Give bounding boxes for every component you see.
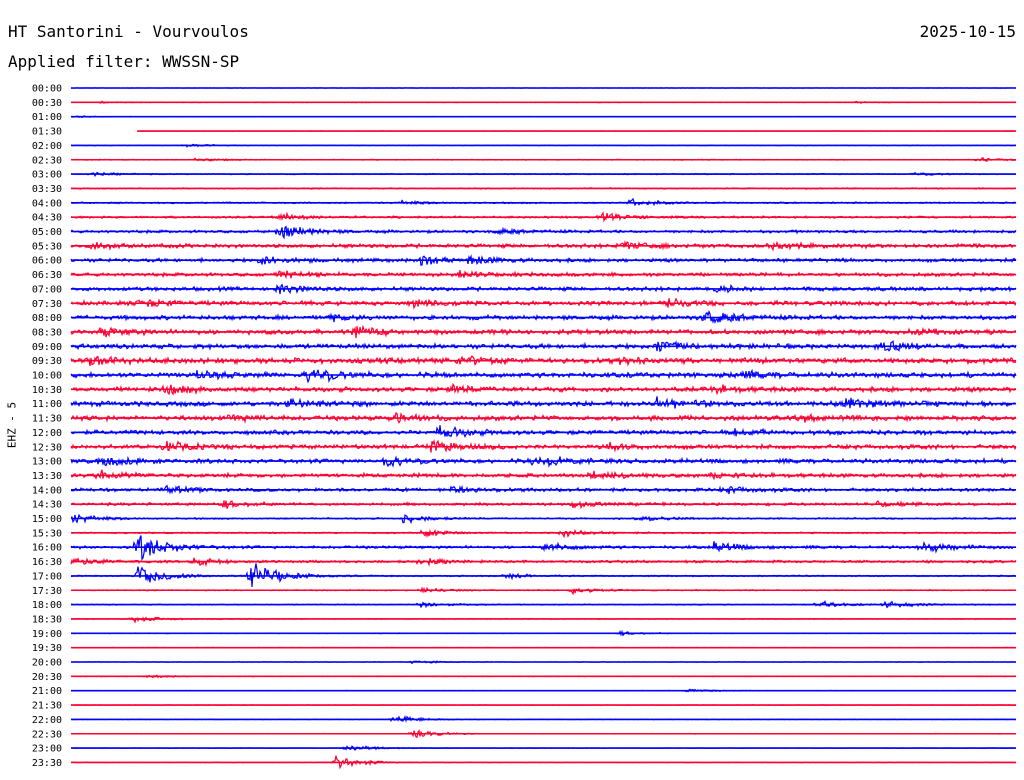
time-tick-label: 15:30 — [32, 528, 62, 539]
time-tick-label: 09:30 — [32, 356, 62, 367]
time-tick-label: 13:30 — [32, 471, 62, 482]
time-tick-label: 18:30 — [32, 614, 62, 625]
time-tick-label: 01:00 — [32, 112, 62, 123]
time-tick-label: 02:30 — [32, 155, 62, 166]
time-tick-label: 19:30 — [32, 643, 62, 654]
station-title: HT Santorini - Vourvoulos — [8, 22, 249, 41]
time-tick-label: 11:00 — [32, 399, 62, 410]
time-tick-label: 10:30 — [32, 385, 62, 396]
time-tick-label: 00:00 — [32, 84, 62, 95]
time-tick-label: 20:30 — [32, 672, 62, 683]
time-tick-label: 02:00 — [32, 141, 62, 152]
time-tick-label: 05:30 — [32, 241, 62, 252]
seismic-trace-line — [70, 469, 1017, 481]
record-date: 2025-10-15 — [919, 22, 1016, 41]
time-tick-label: 22:00 — [32, 715, 62, 726]
time-tick-label: 07:00 — [32, 284, 62, 295]
time-tick-label: 00:30 — [32, 98, 62, 109]
time-tick-label: 03:00 — [32, 170, 62, 181]
time-tick-label: 04:00 — [32, 198, 62, 209]
time-tick-label: 22:30 — [32, 729, 62, 740]
time-tick-label: 15:00 — [32, 514, 62, 525]
time-tick-label: 17:00 — [32, 571, 62, 582]
time-tick-label: 10:00 — [32, 371, 62, 382]
time-tick-label: 16:00 — [32, 543, 62, 554]
time-tick-label: 16:30 — [32, 557, 62, 568]
time-tick-label: 19:00 — [32, 629, 62, 640]
filter-label: Applied filter: WWSSN-SP — [8, 52, 240, 71]
time-tick-label: 07:30 — [32, 299, 62, 310]
seismic-trace-line — [70, 425, 1017, 439]
time-tick-label: 20:00 — [32, 658, 62, 669]
time-tick-label: 08:30 — [32, 327, 62, 338]
time-tick-label: 23:30 — [32, 758, 62, 769]
time-tick-label: 06:00 — [32, 256, 62, 267]
time-tick-label: 06:30 — [32, 270, 62, 281]
time-tick-label: 09:00 — [32, 342, 62, 353]
time-tick-label: 12:30 — [32, 442, 62, 453]
time-tick-label: 14:00 — [32, 485, 62, 496]
seismic-trace-line — [70, 396, 1017, 409]
seismic-trace-line — [70, 197, 1017, 207]
time-tick-label: 08:00 — [32, 313, 62, 324]
time-tick-label: 13:00 — [32, 457, 62, 468]
time-tick-label: 12:00 — [32, 428, 62, 439]
time-tick-label: 21:00 — [32, 686, 62, 697]
time-tick-label: 21:30 — [32, 701, 62, 712]
time-tick-label: 03:30 — [32, 184, 62, 195]
time-tick-label: 23:00 — [32, 744, 62, 755]
time-tick-label: 04:30 — [32, 213, 62, 224]
time-tick-label: 14:30 — [32, 500, 62, 511]
time-tick-label: 18:00 — [32, 600, 62, 611]
time-tick-label: 11:30 — [32, 414, 62, 425]
time-tick-label: 17:30 — [32, 586, 62, 597]
time-tick-label: 01:30 — [32, 127, 62, 138]
time-tick-label: 05:00 — [32, 227, 62, 238]
